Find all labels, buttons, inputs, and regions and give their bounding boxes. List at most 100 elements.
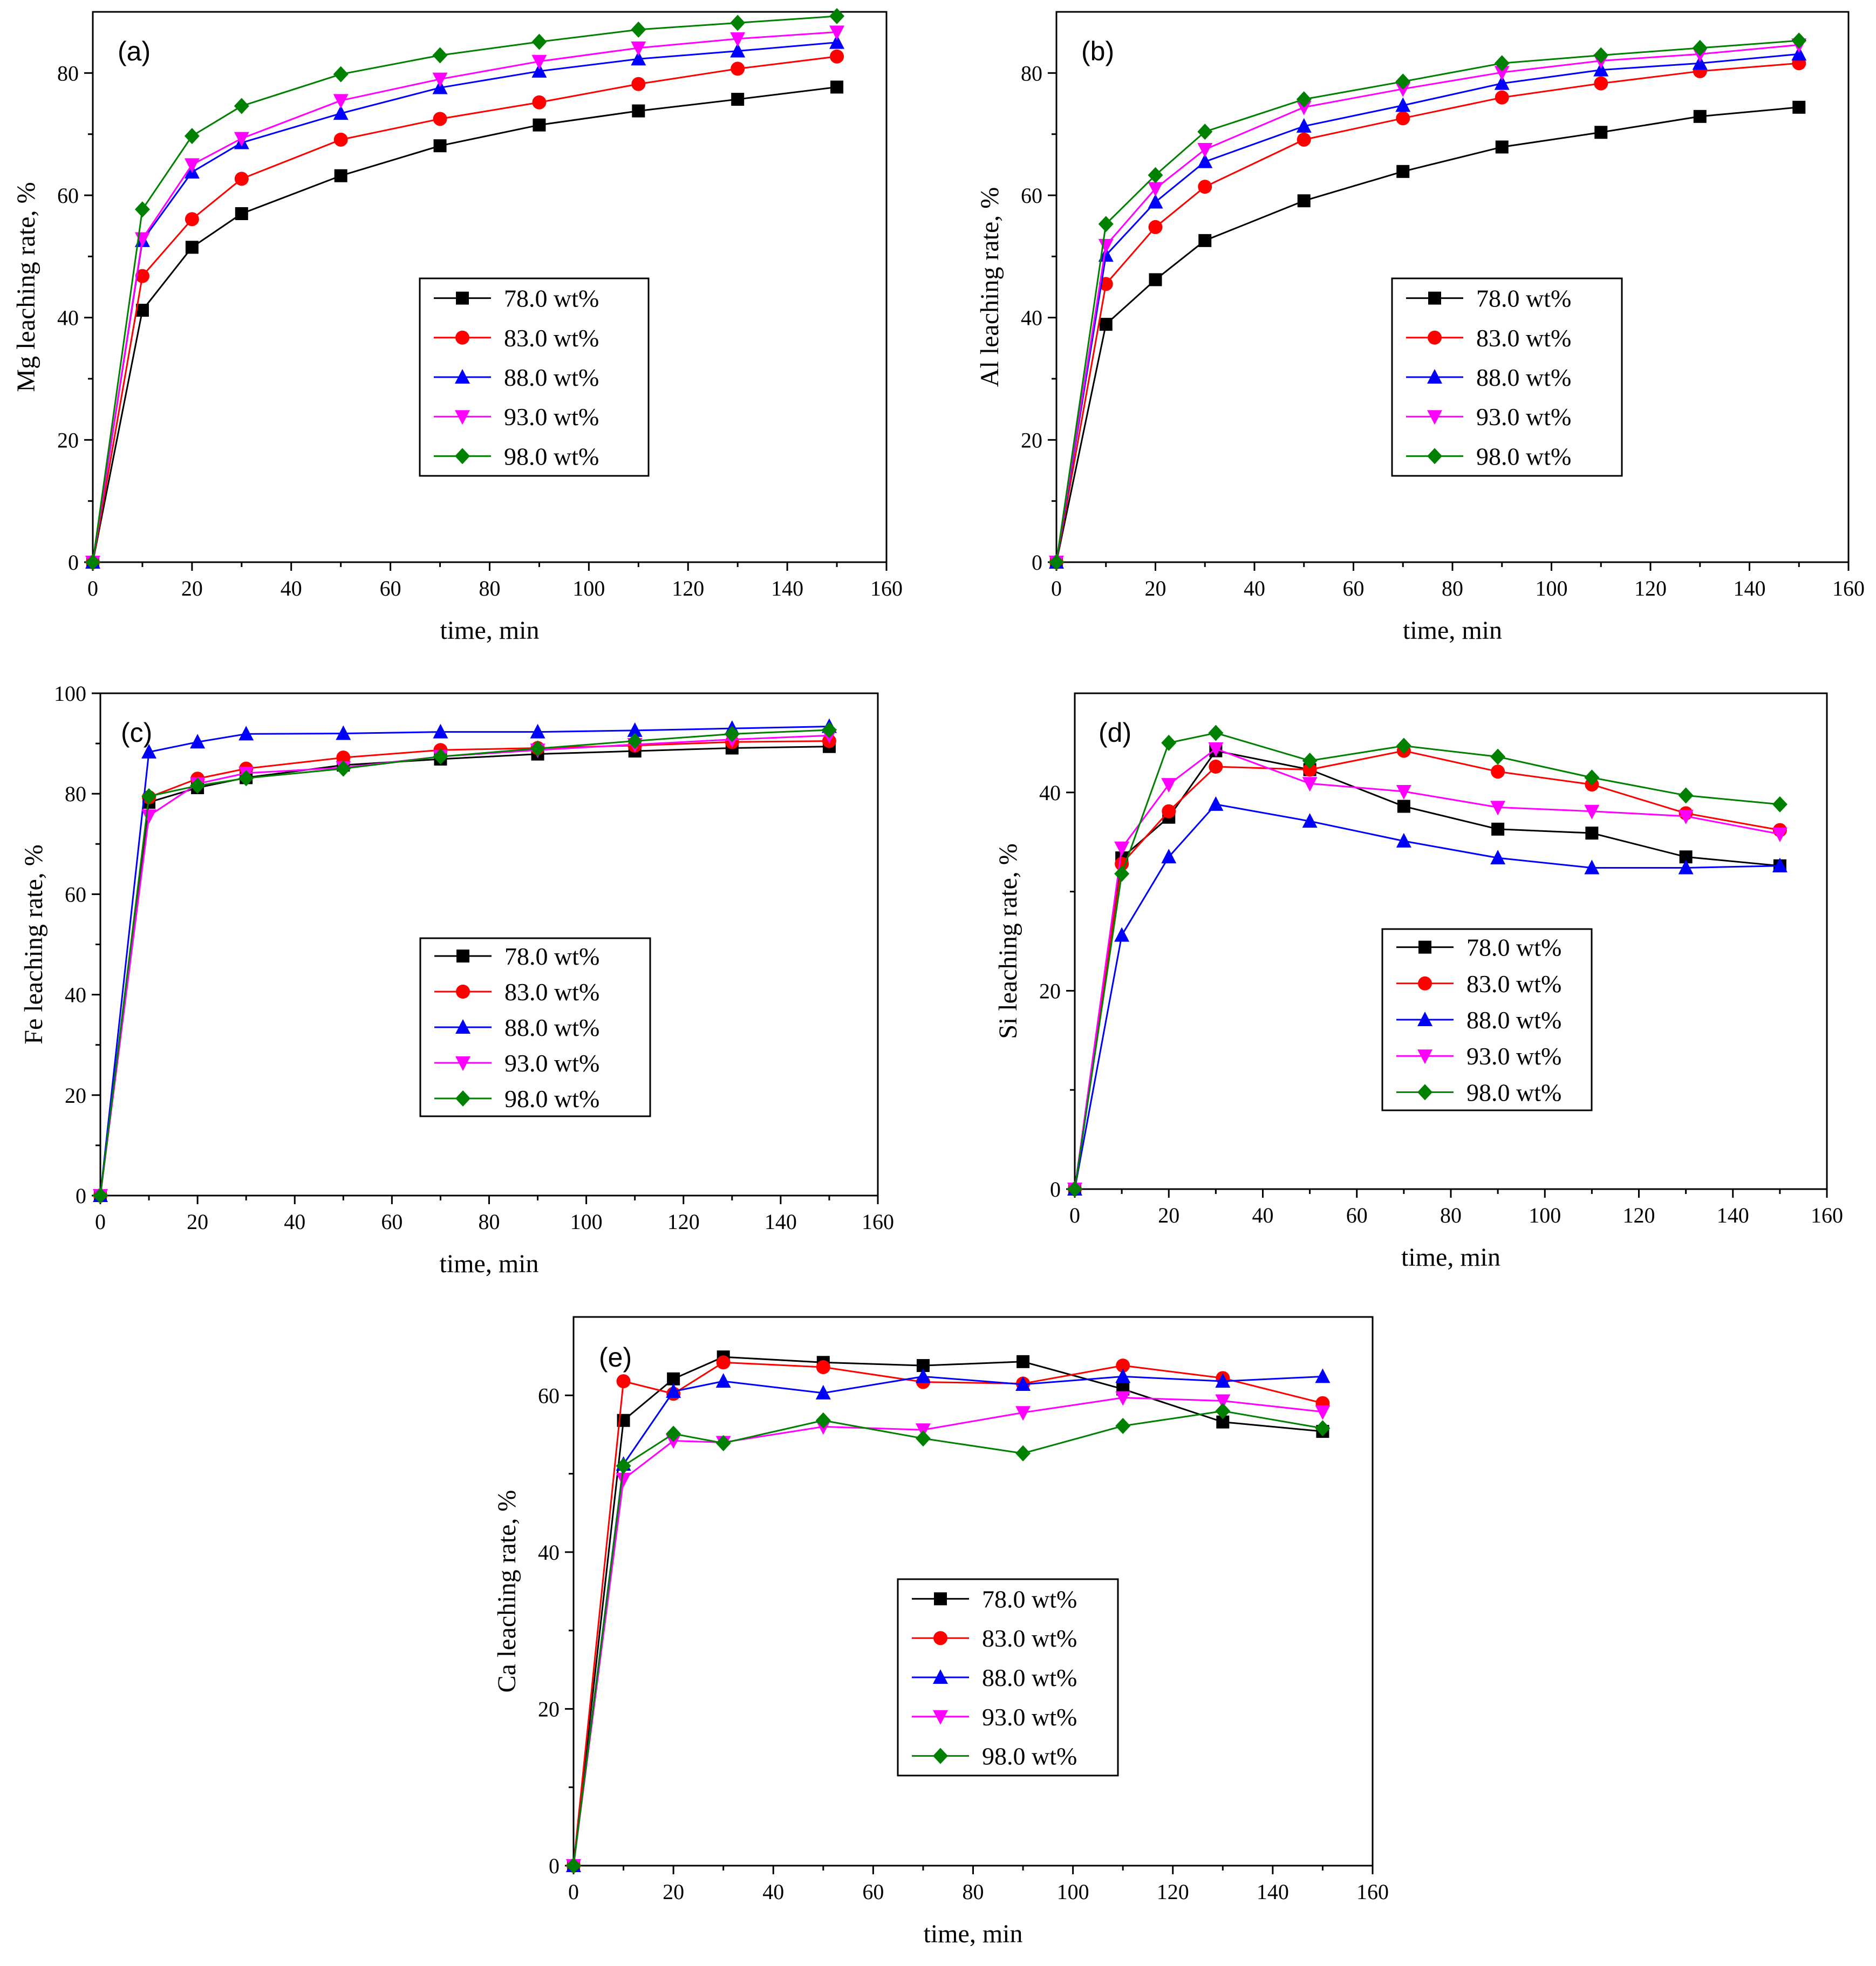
y-axis-label: Al leaching rate, %	[975, 187, 1004, 387]
legend-marker	[1427, 369, 1442, 384]
legend-marker	[934, 1592, 947, 1606]
legend-marker	[455, 1090, 470, 1107]
legend-marker	[933, 1710, 948, 1725]
data-point	[1494, 55, 1510, 72]
data-point	[1395, 97, 1411, 112]
legend-marker	[1417, 1084, 1432, 1101]
x-axis-label: time, min	[1403, 616, 1502, 645]
y-axis-label: Si leaching rate, %	[994, 843, 1022, 1039]
y-tick-label: 40	[1039, 781, 1061, 805]
data-point	[238, 770, 254, 787]
data-point	[1302, 777, 1318, 792]
data-point	[1197, 153, 1213, 168]
series	[85, 8, 845, 570]
data-point	[1395, 73, 1411, 90]
data-point	[1115, 1368, 1131, 1383]
data-point	[566, 1858, 581, 1874]
series-line	[92, 42, 837, 563]
x-tick-label: 160	[1811, 1203, 1843, 1227]
x-tick-label: 120	[672, 576, 704, 600]
data-point	[1491, 822, 1505, 836]
data-point	[531, 33, 547, 50]
data-point	[530, 723, 545, 739]
x-tick-label: 100	[570, 1210, 603, 1234]
x-tick-label: 40	[1252, 1203, 1274, 1227]
series-line	[1074, 732, 1781, 1190]
data-point	[1495, 140, 1509, 154]
data-point	[915, 1368, 931, 1383]
series-line	[1055, 44, 1799, 563]
legend-marker	[1428, 291, 1441, 305]
series-line	[572, 1356, 1323, 1866]
legend-label: 88.0 wt%	[1466, 1006, 1561, 1034]
series-line	[572, 1361, 1323, 1866]
data-point	[1490, 801, 1506, 816]
data-point	[1148, 167, 1163, 183]
y-axis-label: Ca leaching rate, %	[493, 1490, 521, 1693]
y-tick-label: 40	[65, 983, 86, 1007]
y-tick-label: 80	[57, 61, 79, 85]
legend-marker	[933, 1747, 948, 1764]
legend-label: 83.0 wt%	[982, 1624, 1077, 1652]
legend: 78.0 wt% 83.0 wt% 88.0 wt% 93.0 wt% 98.0 wt%	[1391, 277, 1623, 477]
data-point	[829, 25, 845, 40]
legend-marker	[455, 410, 470, 425]
y-tick-label: 60	[57, 183, 79, 208]
data-point	[433, 139, 447, 153]
data-point	[1148, 220, 1163, 234]
data-point	[1692, 39, 1708, 56]
data-point	[185, 241, 199, 254]
data-point	[1162, 804, 1176, 818]
data-point	[1692, 55, 1708, 70]
data-point	[730, 43, 746, 58]
series	[1067, 725, 1788, 1197]
data-point	[1297, 132, 1311, 147]
x-tick-label: 140	[1717, 1203, 1749, 1227]
y-tick-label: 60	[538, 1383, 560, 1408]
series-line	[99, 729, 829, 1196]
data-point	[135, 269, 149, 283]
data-point	[1015, 1376, 1031, 1391]
data-point	[1148, 182, 1163, 197]
series	[566, 1403, 1331, 1874]
legend-label: 83.0 wt%	[1466, 970, 1561, 998]
series-line	[1055, 62, 1799, 563]
data-point	[1296, 118, 1312, 133]
data-point	[731, 93, 745, 106]
panel-tag: (c)	[121, 718, 152, 748]
data-point	[1215, 1403, 1231, 1419]
x-tick-label: 60	[381, 1210, 403, 1234]
data-point	[631, 51, 646, 66]
data-point	[530, 740, 545, 757]
x-tick-label: 20	[663, 1880, 684, 1904]
data-point	[1315, 1368, 1331, 1383]
data-point	[190, 734, 206, 749]
data-point	[1490, 850, 1506, 865]
data-point	[631, 77, 646, 91]
legend-marker	[1418, 976, 1432, 991]
data-point	[1297, 194, 1311, 208]
data-point	[1397, 800, 1410, 813]
series-line	[92, 31, 837, 563]
data-point	[333, 105, 349, 120]
data-point	[1585, 827, 1599, 840]
data-point	[333, 132, 348, 147]
data-point	[1114, 841, 1130, 856]
data-point	[1791, 32, 1807, 49]
legend-label: 98.0 wt%	[1476, 442, 1571, 470]
data-point	[1049, 554, 1064, 570]
data-point	[1494, 75, 1510, 90]
data-point	[1396, 832, 1411, 848]
x-tick-label: 120	[1623, 1203, 1655, 1227]
data-point	[432, 47, 448, 64]
legend-marker	[1418, 940, 1431, 954]
panel-tag: (d)	[1099, 718, 1131, 748]
y-tick-label: 40	[57, 306, 79, 330]
x-tick-label: 40	[762, 1880, 784, 1904]
x-tick-label: 60	[380, 576, 401, 600]
x-tick-label: 100	[1536, 576, 1568, 600]
data-point	[1161, 849, 1177, 864]
x-tick-label: 160	[862, 1210, 894, 1234]
data-point	[238, 726, 254, 741]
